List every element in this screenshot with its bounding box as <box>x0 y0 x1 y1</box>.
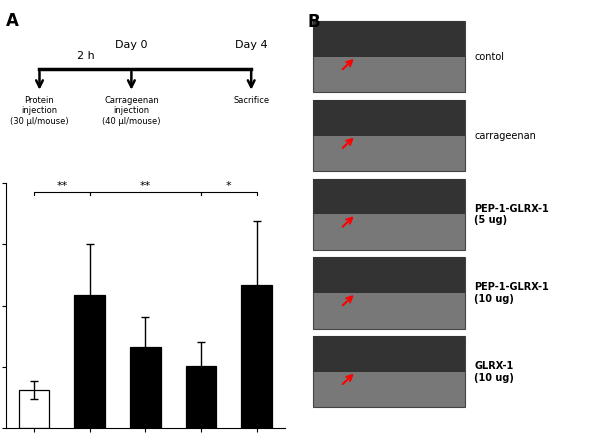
FancyBboxPatch shape <box>313 257 465 293</box>
FancyBboxPatch shape <box>313 336 465 407</box>
Bar <box>241 285 272 428</box>
Bar <box>75 295 105 428</box>
Text: Day 4: Day 4 <box>235 40 267 50</box>
Text: Protein
injection
(30 µl/mouse): Protein injection (30 µl/mouse) <box>10 96 69 125</box>
Text: 2 h: 2 h <box>76 51 95 61</box>
FancyBboxPatch shape <box>313 21 465 93</box>
FancyBboxPatch shape <box>313 336 465 372</box>
Text: Day 0: Day 0 <box>115 40 148 50</box>
Text: Sacrifice: Sacrifice <box>233 96 269 105</box>
Bar <box>19 390 49 428</box>
Text: contol: contol <box>474 52 504 62</box>
FancyBboxPatch shape <box>313 21 465 57</box>
Text: PEP-1-GLRX-1
(10 ug): PEP-1-GLRX-1 (10 ug) <box>474 282 549 304</box>
Text: **: ** <box>140 181 151 191</box>
Text: B: B <box>307 13 320 31</box>
FancyBboxPatch shape <box>313 179 465 214</box>
Bar <box>185 366 216 428</box>
FancyBboxPatch shape <box>313 179 465 250</box>
FancyBboxPatch shape <box>313 100 465 135</box>
Text: PEP-1-GLRX-1
(5 ug): PEP-1-GLRX-1 (5 ug) <box>474 204 549 225</box>
Text: **: ** <box>56 181 67 191</box>
Text: GLRX-1
(10 ug): GLRX-1 (10 ug) <box>474 361 514 382</box>
Legend: - carrageenan, + carrageenan: - carrageenan, + carrageenan <box>107 192 206 218</box>
Text: A: A <box>6 12 19 30</box>
Bar <box>130 347 161 428</box>
Text: *: * <box>226 181 231 191</box>
FancyBboxPatch shape <box>313 100 465 171</box>
Text: carrageenan: carrageenan <box>474 131 536 141</box>
Text: Carrageenan
injection
(40 µl/mouse): Carrageenan injection (40 µl/mouse) <box>102 96 161 125</box>
FancyBboxPatch shape <box>313 257 465 329</box>
